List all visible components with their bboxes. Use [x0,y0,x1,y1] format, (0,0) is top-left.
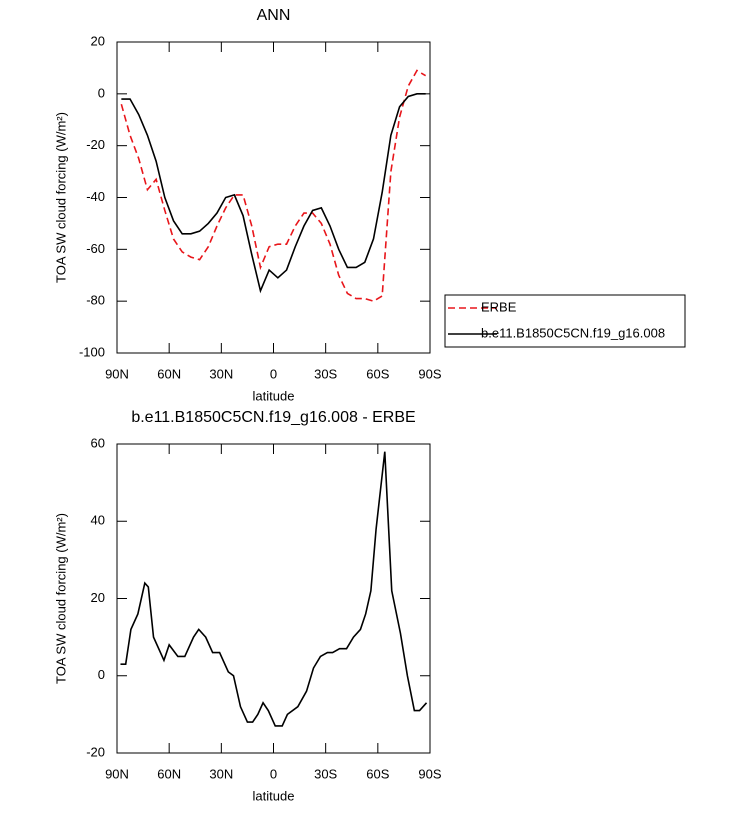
x-tick-label: 30N [209,766,233,781]
y-tick-label: 20 [91,590,105,605]
legend-label: b.e11.B1850C5CN.f19_g16.008 [481,325,665,340]
plot-frame [116,41,431,354]
x-tick-label: 60N [157,766,181,781]
plot-frame [116,443,431,754]
x-tick-label: 60N [157,366,181,381]
data-line [120,451,428,727]
x-tick-label: 90S [418,366,441,381]
legend-label: ERBE [481,299,517,314]
y-tick-label: -80 [86,293,105,308]
y-tick-label: -100 [79,344,105,359]
y-axis-label: TOA SW cloud forcing (W/m²) [53,513,68,684]
x-tick-label: 0 [270,766,277,781]
y-tick-label: -60 [86,241,105,256]
x-axis-label: latitude [253,788,295,803]
chart-title: ANN [257,7,291,24]
y-tick-label: 0 [98,667,105,682]
y-tick-label: 60 [91,435,105,450]
x-axis-label: latitude [253,388,295,403]
x-tick-label: 90N [105,766,129,781]
x-tick-label: 60S [366,766,389,781]
x-tick-label: 30S [314,366,337,381]
y-tick-label: -20 [86,137,105,152]
y-tick-label: -40 [86,189,105,204]
y-tick-label: 20 [91,33,105,48]
legend-box [444,294,686,348]
x-tick-label: 30N [209,366,233,381]
y-tick-label: 0 [98,85,105,100]
y-tick-label: -20 [86,744,105,759]
y-tick-label: 40 [91,513,105,528]
data-line [121,93,426,294]
x-tick-label: 30S [314,766,337,781]
chart-title: b.e11.B1850C5CN.f19_g16.008 - ERBE [131,409,415,426]
y-axis-label: TOA SW cloud forcing (W/m²) [53,112,68,283]
x-tick-label: 60S [366,366,389,381]
x-tick-label: 90N [105,366,129,381]
data-line [120,69,427,303]
x-tick-label: 0 [270,366,277,381]
x-tick-label: 90S [418,766,441,781]
